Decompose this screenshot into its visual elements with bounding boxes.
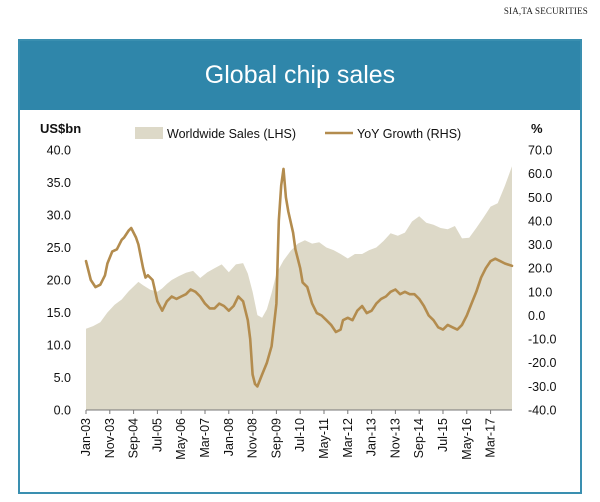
y-left-tick-label: 0.0 (54, 404, 71, 418)
sales-area (86, 166, 512, 410)
legend-growth-label: YoY Growth (RHS) (357, 127, 461, 141)
x-tick-label: Jan-13 (365, 418, 379, 456)
x-tick-label: May-11 (317, 418, 331, 459)
y-left-tick-label: 35.0 (47, 176, 71, 190)
y-right-tick-label: 30.0 (528, 238, 552, 252)
chart-title: Global chip sales (20, 41, 580, 110)
y-right-tick-label: -20.0 (528, 356, 557, 370)
y-left-tick-label: 5.0 (54, 371, 71, 385)
y-right-tick-label: 50.0 (528, 191, 552, 205)
y-right-tick-label: 0.0 (528, 309, 545, 323)
y-left-tick-label: 15.0 (47, 306, 71, 320)
x-tick-label: Nov-13 (388, 418, 402, 458)
y-right-tick-label: 40.0 (528, 214, 552, 228)
x-tick-label: Mar-07 (198, 418, 212, 458)
y-right-tick-label: -30.0 (528, 380, 557, 394)
x-tick-label: Nov-08 (246, 418, 260, 458)
y-left-tick-label: 30.0 (47, 209, 71, 223)
x-tick-label: Jan-03 (79, 418, 93, 456)
x-tick-label: Mar-12 (341, 418, 355, 458)
x-tick-label: Sep-14 (412, 418, 426, 458)
y-right-unit: % (531, 121, 543, 136)
legend-area-swatch (135, 127, 163, 139)
y-left-tick-label: 25.0 (47, 241, 71, 255)
y-right-tick-label: 20.0 (528, 262, 552, 276)
x-tick-label: Jul-10 (293, 418, 307, 452)
x-tick-label: Mar-17 (484, 418, 498, 458)
y-left-tick-label: 40.0 (47, 144, 71, 158)
legend-sales-label: Worldwide Sales (LHS) (167, 127, 296, 141)
x-tick-label: Jan-08 (222, 418, 236, 456)
x-tick-label: Nov-03 (103, 418, 117, 458)
x-tick-label: Jul-05 (150, 418, 164, 452)
y-right-tick-label: 60.0 (528, 167, 552, 181)
x-tick-label: Sep-09 (269, 418, 283, 458)
x-tick-label: Jul-15 (436, 418, 450, 452)
y-right-tick-label: -10.0 (528, 333, 557, 347)
x-tick-label: May-06 (174, 418, 188, 460)
y-left-tick-label: 10.0 (47, 339, 71, 353)
y-right-tick-label: 70.0 (528, 144, 552, 158)
y-right-tick-label: -40.0 (528, 404, 557, 418)
y-left-unit: US$bn (40, 121, 81, 136)
x-tick-label: Sep-04 (127, 418, 141, 458)
x-tick-label: May-16 (460, 418, 474, 460)
y-right-tick-label: 10.0 (528, 285, 552, 299)
source-label: SIA,TA SECURITIES (503, 6, 588, 16)
y-left-tick-label: 20.0 (47, 274, 71, 288)
growth-line (84, 167, 514, 388)
